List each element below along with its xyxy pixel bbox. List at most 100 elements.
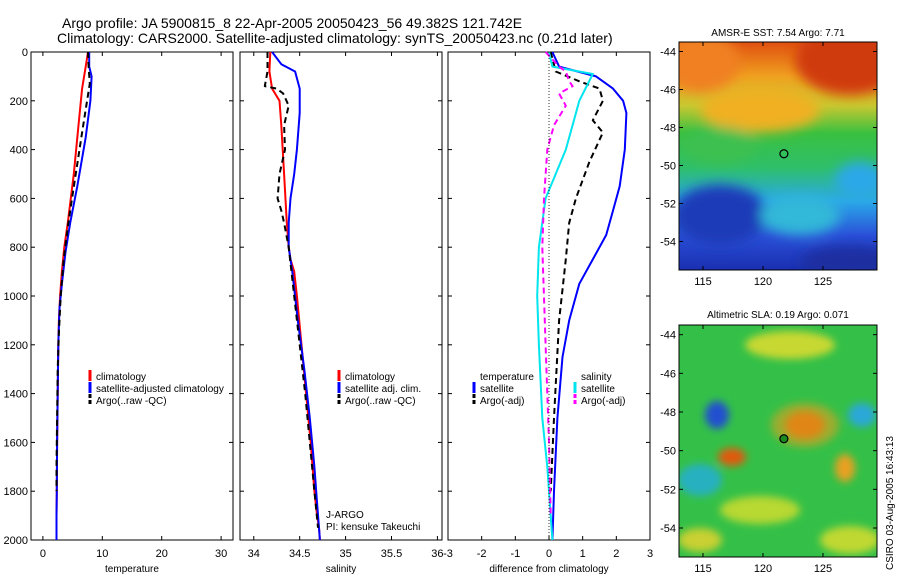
map-y-tick-label: -48 [660, 407, 676, 419]
difference-plot: -3 -2 -1 0 1 2 3 [443, 51, 653, 560]
map-x-tick-label: 125 [814, 276, 832, 288]
map-x-tick-label: 125 [814, 563, 832, 575]
sst-warm-patch [795, 42, 877, 95]
difference-axis-label: difference from climatology [489, 564, 608, 575]
sla-high-patch [718, 448, 746, 466]
map-y-tick-label: -50 [660, 161, 676, 173]
series-line-salinity-satellite [536, 51, 594, 541]
sla-mid-patch [679, 528, 722, 552]
sst-warm-patch [679, 42, 740, 92]
program-label: J-ARGO [326, 510, 364, 521]
x-tick-label: 34 [248, 548, 260, 560]
sst-cold-patch [800, 246, 877, 270]
sla-map-axes: 115 120 125 -44 -46 -48 -50 -52 -54 [660, 325, 877, 575]
x-tick-label: -3 [443, 548, 453, 560]
y-tick-label: 0 [22, 47, 28, 59]
salinity-axis-label: salinity [326, 564, 357, 575]
sst-warm-patch [700, 88, 820, 132]
x-tick-label: 2 [613, 548, 619, 560]
legend-label-temp-satellite: satellite [480, 384, 514, 395]
legend-label-climatology: climatology [345, 372, 395, 383]
temperature-legend: climatology satellite-adjusted climatolo… [88, 370, 224, 407]
sla-low-patch [679, 464, 722, 496]
sla-low-patch [848, 403, 876, 427]
sla-high-patch [835, 454, 855, 482]
argo-location-marker [779, 434, 789, 444]
map-y-tick-label: -54 [660, 523, 676, 535]
sla-low-patch [705, 401, 729, 429]
map-y-tick-label: -46 [660, 368, 676, 380]
x-tick-label: 0 [546, 548, 552, 560]
y-tick-label: 600 [10, 193, 28, 205]
y-tick-label: 1600 [4, 437, 28, 449]
y-tick-label: 800 [10, 242, 28, 254]
map-y-tick-label: -44 [660, 330, 676, 342]
x-tick-label: -1 [510, 548, 520, 560]
y-tick-label: 200 [10, 96, 28, 108]
sla-mid-patch [745, 331, 835, 359]
x-tick-label: 20 [156, 548, 168, 560]
salinity-plot: 34 34.5 35 35.5 36 [248, 51, 444, 560]
sst-map-axes: 115 120 125 -44 -46 -48 -50 -52 -54 [660, 42, 877, 288]
series-line-satellite-adjusted-climatology [55, 52, 93, 540]
figure-title-line1: Argo profile: JA 5900815_8 22-Apr-2005 2… [62, 15, 522, 31]
y-tick-label: 1800 [4, 486, 28, 498]
legend-label-argo: Argo(..raw -QC) [345, 396, 416, 407]
map-y-tick-label: -52 [660, 484, 676, 496]
map-y-tick-label: -48 [660, 123, 676, 135]
x-tick-label: 0 [40, 548, 46, 560]
x-tick-label: 35.5 [381, 548, 402, 560]
temperature-axis-label: temperature [105, 564, 159, 575]
sst-map-frame [678, 41, 878, 271]
x-tick-label: 35 [339, 548, 351, 560]
temperature-plot: 0 10 20 30 [40, 51, 227, 560]
legend-label-sal-argo: Argo(-adj) [581, 396, 625, 407]
map-x-tick-label: 115 [694, 563, 712, 575]
figure-title-line2: Climatology: CARS2000. Satellite-adjuste… [57, 30, 613, 46]
series-line-argo-raw-qc [263, 52, 319, 528]
map-x-tick-label: 120 [754, 563, 772, 575]
y-tick-label: 1000 [4, 291, 28, 303]
sla-map-frame [678, 324, 878, 558]
x-tick-label: 34.5 [289, 548, 310, 560]
sla-map: Altimetric SLA: 0.19 Argo: 0.071 115 120 1… [660, 310, 878, 575]
pi-label: PI: kensuke Takeuchi [326, 522, 420, 533]
map-y-tick-label: -46 [660, 85, 676, 97]
legend-label-argo: Argo(..raw -QC) [96, 396, 167, 407]
side-note: CSIRO 03-Aug-2005 16:43:13 [885, 436, 896, 570]
argo-location-marker [779, 149, 789, 159]
map-y-tick-label: -52 [660, 199, 676, 211]
map-y-tick-label: -50 [660, 446, 676, 458]
map-x-tick-label: 120 [754, 276, 772, 288]
x-tick-label: 30 [215, 548, 227, 560]
x-tick-label: 10 [96, 548, 108, 560]
sst-map: AMSR-E SST: 7.54 Argo: 7.71 115 120 125 -44… [660, 28, 878, 288]
difference-legend: temperature satellite Argo(-adj) salinit… [472, 372, 625, 407]
legend-label-sal-satellite: satellite [581, 384, 615, 395]
sst-cold-patch [679, 185, 768, 245]
legend-label-satellite-adj: satellite adj. clim. [345, 384, 421, 395]
map-y-tick-label: -44 [660, 47, 676, 59]
legend-group-salinity: salinity [581, 372, 612, 383]
sla-high-patch [771, 403, 839, 447]
legend-group-temperature: temperature [480, 372, 534, 383]
y-tick-label: 400 [10, 145, 28, 157]
sst-cool-patch [682, 127, 758, 163]
x-tick-label: 1 [580, 548, 586, 560]
y-tick-label: 2000 [4, 535, 28, 547]
sla-mid-patch [720, 496, 800, 524]
salinity-legend: climatology satellite adj. clim. Argo(..… [337, 370, 421, 407]
legend-label-climatology: climatology [96, 372, 146, 383]
series-line-argo-raw-qc [55, 51, 91, 492]
y-tick-label: 1400 [4, 389, 28, 401]
map-y-tick-label: -54 [660, 237, 676, 249]
sst-map-title: AMSR-E SST: 7.54 Argo: 7.71 [711, 28, 845, 39]
sst-cool-patch [835, 162, 877, 198]
legend-label-temp-argo: Argo(-adj) [480, 396, 524, 407]
sla-mid-patch [820, 526, 877, 554]
series-line-temperature-argo-adj [549, 51, 604, 492]
sla-map-title: Altimetric SLA: 0.19 Argo: 0.071 [707, 310, 849, 321]
x-tick-label: -2 [477, 548, 487, 560]
series-line-salinity-argo-adj [541, 51, 574, 516]
